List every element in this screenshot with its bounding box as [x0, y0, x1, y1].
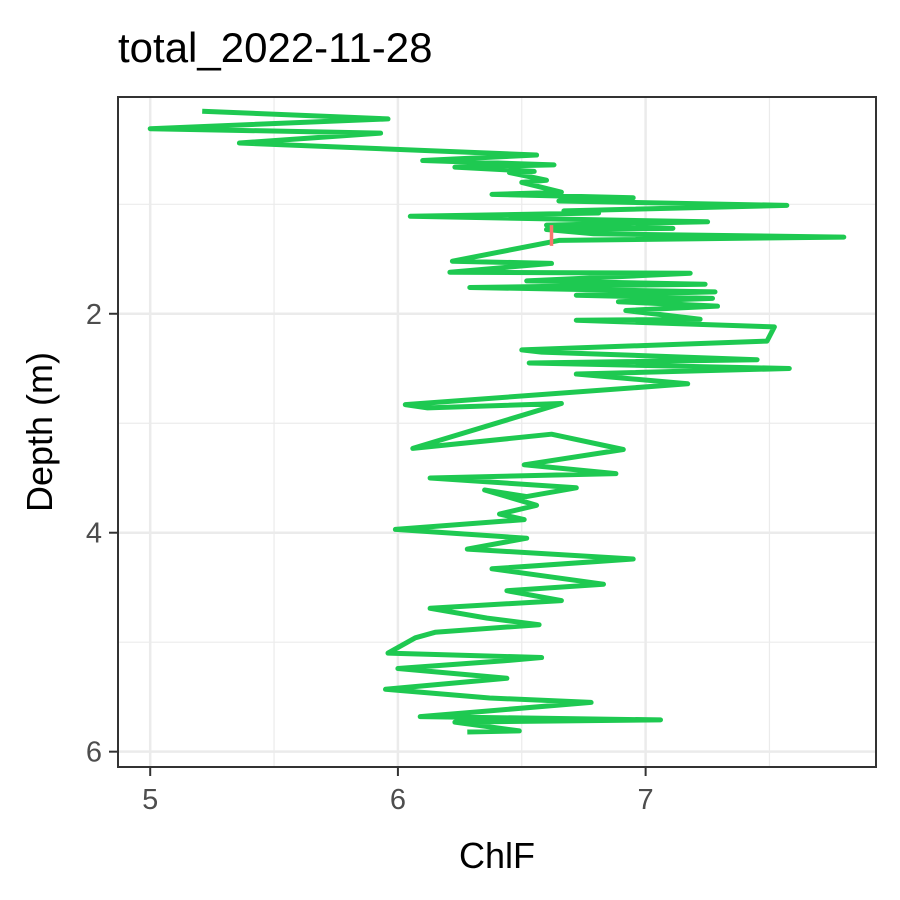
y-tick-label: 6 [86, 737, 102, 769]
x-tick-label: 7 [638, 784, 654, 816]
x-axis-title: ChlF [459, 835, 535, 876]
x-tick-label: 6 [390, 784, 406, 816]
plot-panel-border [117, 96, 877, 768]
chart-title: total_2022-11-28 [118, 24, 432, 71]
series-layer [147, 108, 847, 735]
y-tick-label: 2 [86, 299, 102, 331]
y-axis: 2 4 6 [86, 299, 118, 769]
y-axis-title: Depth (m) [19, 352, 60, 512]
x-tick-label: 5 [142, 784, 158, 816]
x-axis: 5 6 7 [142, 767, 654, 816]
chlf-profile-line [147, 108, 847, 735]
grid [118, 97, 876, 767]
y-tick-label: 4 [86, 518, 102, 550]
